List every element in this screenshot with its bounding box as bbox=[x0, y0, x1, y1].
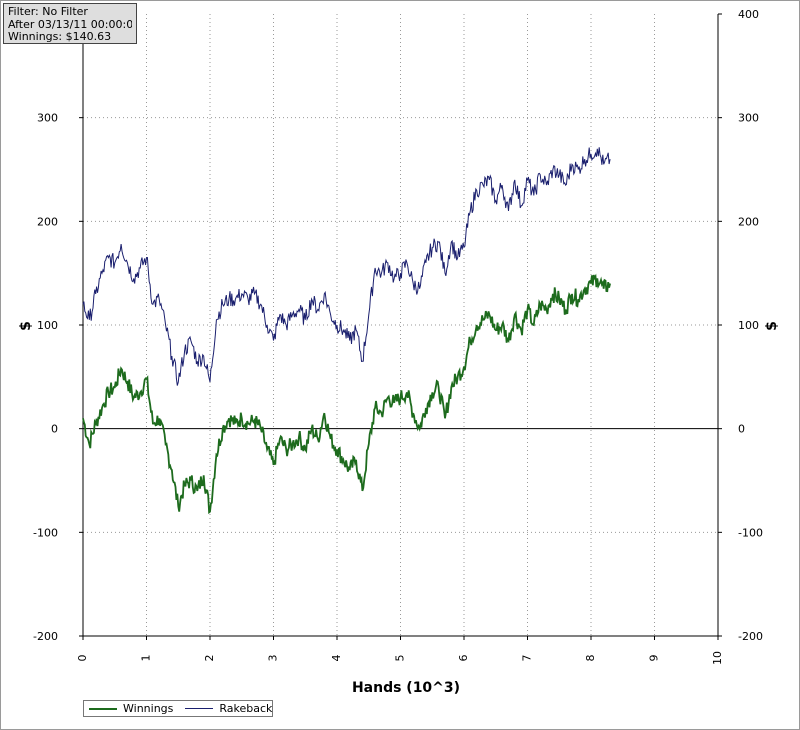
y-tick-label-right: 400 bbox=[738, 8, 759, 21]
x-tick-label: 6 bbox=[457, 655, 470, 662]
legend-swatch-winnings bbox=[89, 707, 117, 710]
rakeback-series-line bbox=[82, 147, 611, 386]
y-tick-label-left: 300 bbox=[37, 112, 58, 125]
chart-legend: Winnings Rakeback bbox=[83, 700, 273, 717]
x-tick-label: 0 bbox=[76, 655, 89, 662]
y-axis-title-left: $ bbox=[18, 321, 34, 331]
x-axis-title: Hands (10^3) bbox=[352, 680, 460, 696]
y-tick-label-left: -200 bbox=[33, 630, 58, 643]
y-tick-label-right: 200 bbox=[738, 215, 759, 228]
filter-label: Filter: No Filter bbox=[8, 6, 88, 18]
x-tick-label: 9 bbox=[648, 655, 661, 662]
y-tick-label-right: 300 bbox=[738, 112, 759, 125]
x-tick-label: 7 bbox=[521, 655, 534, 662]
x-tick-label: 5 bbox=[394, 655, 407, 662]
x-tick-label: 10 bbox=[711, 651, 724, 665]
axis-layer: 0 1 2 3 4 5 6 7 8 9 10 -200 -200 -100 -100 0 0 100 100 200 2… bbox=[33, 8, 763, 665]
series-layer bbox=[82, 147, 611, 515]
y-tick-label-left: 100 bbox=[37, 319, 58, 332]
winnings-total-label: Winnings: $140.63 bbox=[8, 31, 112, 43]
y-tick-label-left: 200 bbox=[37, 215, 58, 228]
x-tick-label: 3 bbox=[267, 655, 280, 662]
legend-swatch-rakeback bbox=[185, 708, 214, 709]
x-tick-label: 4 bbox=[330, 655, 343, 662]
x-tick-label: 2 bbox=[203, 655, 216, 662]
y-tick-label-right: 100 bbox=[738, 319, 759, 332]
y-tick-label-left: 0 bbox=[51, 423, 58, 436]
y-tick-label-right: 0 bbox=[738, 423, 745, 436]
legend-label-winnings: Winnings bbox=[123, 702, 174, 715]
winnings-series-line bbox=[82, 273, 611, 515]
legend-item-winnings: Winnings bbox=[89, 702, 173, 715]
y-axis-title-right: $ bbox=[764, 321, 780, 331]
after-date-label: After 03/13/11 00:00:00 bbox=[8, 18, 132, 31]
legend-label-rakeback: Rakeback bbox=[219, 702, 273, 715]
x-tick-label: 8 bbox=[584, 655, 597, 662]
y-tick-label-right: -100 bbox=[738, 526, 763, 539]
x-tick-label: 1 bbox=[140, 655, 153, 662]
legend-item-rakeback: Rakeback bbox=[185, 702, 272, 715]
y-tick-label-left: -100 bbox=[33, 526, 58, 539]
y-tick-label-right: -200 bbox=[738, 630, 763, 643]
grid-layer bbox=[83, 14, 718, 636]
filter-info-box: Filter: No Filter After 03/13/11 00:00:0… bbox=[3, 3, 137, 44]
